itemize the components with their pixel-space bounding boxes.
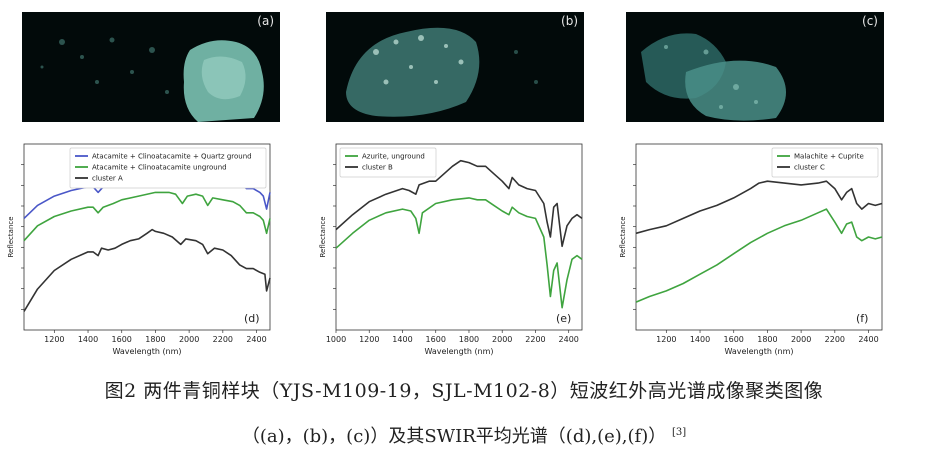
chart-e-panel-label: (e) xyxy=(556,312,571,325)
chart-f-legend-label-1: Malachite + Cuprite xyxy=(794,153,864,161)
chart-d-series-3-line xyxy=(23,228,271,312)
chart-d-series-2-line xyxy=(23,191,271,242)
chart-f-series-2-line xyxy=(635,180,883,235)
chart-e-legend-box xyxy=(339,147,437,178)
chart-f-x-tick-label: 2400 xyxy=(858,335,878,344)
spectrum-chart-e: 1000 1200 1400 1600 1800 2000 2200 2400 Waveleng… xyxy=(319,143,583,356)
spectrum-chart-f: 1200 1400 1600 1800 2000 2200 2400 Wavelength (… xyxy=(619,143,883,356)
chart-e-x-tick-label: 1600 xyxy=(426,335,446,344)
chart-f-legend-label-2: cluster C xyxy=(794,164,825,172)
chart-d-x-tick-label: 1400 xyxy=(78,335,98,344)
chart-f-x-tick-label: 1200 xyxy=(656,335,676,344)
image-label-c: (c) xyxy=(862,14,878,28)
chart-e-x-tick-label: 1400 xyxy=(392,335,412,344)
chart-d-x-tick-label: 1600 xyxy=(112,335,132,344)
chart-f-panel-label: (f) xyxy=(856,312,868,325)
chart-d-x-tick-label: 1200 xyxy=(44,335,64,344)
cluster-image-a-texture xyxy=(40,37,264,122)
chart-e-x-axis-label: Wavelength (nm) xyxy=(424,347,493,356)
chart-d-legend-label-1: Atacamite + Clinoatacamite + Quartz grou… xyxy=(92,153,252,161)
chart-d-x-tick-label: 2200 xyxy=(213,335,233,344)
chart-e-legend-label-1: Azurite, unground xyxy=(362,153,425,161)
chart-e-x-tick-label: 1000 xyxy=(326,335,346,344)
chart-e-x-tick-label: 2000 xyxy=(492,335,512,344)
chart-e-series-1-line xyxy=(335,197,583,309)
spectrum-chart-d: 1200 1400 1600 1800 2000 2200 2400 Wavelength (… xyxy=(7,143,271,356)
chart-f-x-tick-label: 1400 xyxy=(690,335,710,344)
figure-caption-line1: 图2 两件青铜样块（YJS-M109-19，SJL-M102-8）短波红外高光谱… xyxy=(104,380,824,402)
chart-d-legend-box xyxy=(69,147,267,189)
cluster-image-b-texture xyxy=(346,27,538,117)
chart-f-legend-box xyxy=(771,147,879,178)
chart-f-series-1-line xyxy=(635,208,883,303)
chart-f-y-axis-label: Reflectance xyxy=(619,216,627,257)
chart-d-x-axis-label: Wavelength (nm) xyxy=(112,347,181,356)
chart-e-x-tick-label: 2400 xyxy=(559,335,579,344)
chart-d-x-tick-label: 2000 xyxy=(179,335,199,344)
chart-f-x-tick-label: 1600 xyxy=(724,335,744,344)
chart-e-x-tick-label: 1200 xyxy=(359,335,379,344)
chart-d-y-axis-label: Reflectance xyxy=(7,216,15,257)
chart-f-x-axis-label: Wavelength (nm) xyxy=(724,347,793,356)
chart-d-x-tick-label: 1800 xyxy=(145,335,165,344)
chart-e-x-tick-label: 2200 xyxy=(525,335,545,344)
chart-d-x-tick-label: 2400 xyxy=(246,335,266,344)
cluster-image-c: (c) xyxy=(626,12,884,122)
chart-e-y-axis-label: Reflectance xyxy=(319,216,327,257)
chart-e-series-2-line xyxy=(335,159,583,248)
figure-caption-line2-text: （(a)，(b)，(c)）及其SWIR平均光谱（(d),(e),(f)） xyxy=(241,426,667,447)
cluster-image-c-texture xyxy=(641,33,786,121)
image-label-b: (b) xyxy=(561,14,578,28)
chart-e-x-tick-label: 1800 xyxy=(459,335,479,344)
figure-caption-line2: （(a)，(b)，(c)）及其SWIR平均光谱（(d),(e),(f)） [3] xyxy=(0,422,928,448)
chart-d-legend-label-3: cluster A xyxy=(92,175,123,183)
chart-d-legend-label-2: Atacamite + Clinoatacamite unground xyxy=(92,164,227,172)
chart-f-x-tick-label: 2000 xyxy=(791,335,811,344)
cluster-image-b: (b) xyxy=(326,12,584,122)
image-label-a: (a) xyxy=(257,14,274,28)
chart-f-x-tick-label: 2200 xyxy=(825,335,845,344)
chart-d-panel-label: (d) xyxy=(244,312,260,325)
cluster-image-a: (a) xyxy=(22,12,280,122)
chart-e-legend-label-2: cluster B xyxy=(362,164,393,172)
figure-caption-reference: [3] xyxy=(671,427,687,438)
chart-f-x-tick-label: 1800 xyxy=(757,335,777,344)
